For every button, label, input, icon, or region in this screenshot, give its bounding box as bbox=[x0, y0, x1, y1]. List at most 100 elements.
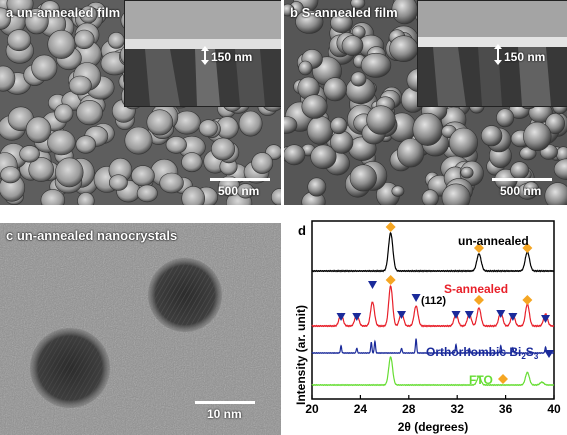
panel-b-scalebar bbox=[492, 178, 552, 181]
sem-grain bbox=[198, 119, 218, 137]
sem-grain bbox=[75, 135, 97, 154]
panel-b-title: b S-annealed film bbox=[290, 5, 398, 20]
fto-peak-diamond-marker bbox=[522, 295, 533, 305]
sem-grain bbox=[330, 130, 354, 154]
sem-grain bbox=[396, 138, 425, 168]
sem-grain bbox=[40, 189, 65, 205]
sem-grain bbox=[124, 126, 153, 155]
inset-b-graphic bbox=[418, 1, 567, 106]
fto-peak-diamond-marker bbox=[473, 295, 484, 305]
sem-grain bbox=[545, 113, 566, 135]
sem-grain bbox=[307, 177, 327, 197]
orthorhombic-series-label: Orthorhombic Bi2S3 bbox=[426, 345, 539, 361]
x-tick-label: 40 bbox=[547, 402, 561, 416]
ortho-legend-triangle bbox=[544, 350, 554, 358]
s-annealed-series-label: S-annealed bbox=[444, 282, 508, 296]
sem-grain bbox=[24, 8, 49, 35]
sem-grain bbox=[0, 166, 21, 184]
series-line-un-annealed bbox=[311, 231, 555, 273]
fto-peak-diamond-marker bbox=[473, 243, 484, 253]
sem-grain bbox=[441, 183, 471, 205]
sem-grain bbox=[7, 29, 32, 52]
sem-grain bbox=[310, 144, 337, 170]
panel-b-title-text: S-annealed film bbox=[301, 5, 398, 20]
sem-grain bbox=[181, 186, 205, 205]
sem-grain bbox=[146, 109, 174, 136]
panel-a-scalebar-label: 500 nm bbox=[218, 184, 260, 198]
panel-a-scalebar bbox=[210, 178, 270, 181]
sem-grain bbox=[130, 165, 155, 187]
bi2s3-peak-triangle-marker bbox=[508, 313, 518, 321]
fto-series-label: FTO bbox=[469, 373, 493, 387]
sem-grain bbox=[306, 115, 334, 145]
sem-grain bbox=[47, 129, 76, 156]
sem-grain bbox=[238, 110, 263, 137]
x-axis-label: 2θ (degrees) bbox=[398, 420, 469, 434]
sem-grain bbox=[330, 116, 348, 135]
panel-a-cross-section-inset: 150 nm bbox=[124, 0, 281, 107]
sem-grain bbox=[391, 185, 405, 197]
panel-b-sem-image: b S-annealed film 150 nm 500 nm bbox=[284, 0, 567, 205]
panel-b-cross-section-inset: 150 nm bbox=[417, 0, 567, 107]
sem-grain bbox=[136, 184, 158, 203]
bi2s3-peak-triangle-marker bbox=[464, 311, 474, 319]
bi2s3-peak-triangle-marker bbox=[352, 313, 362, 321]
panel-c-scalebar-label: 10 nm bbox=[207, 407, 242, 421]
sem-grain bbox=[55, 157, 84, 188]
panel-a-title-text: un-annealed film bbox=[16, 5, 121, 20]
sem-grain bbox=[460, 166, 474, 179]
y-axis-label: Intensity (ar. unit) bbox=[294, 305, 308, 405]
peak-112-label: (112) bbox=[421, 295, 446, 307]
x-tick-label: 28 bbox=[402, 402, 416, 416]
sem-grain bbox=[389, 35, 419, 63]
inset-a-graphic bbox=[125, 1, 281, 106]
sem-grain bbox=[251, 152, 274, 174]
sem-grain bbox=[181, 152, 203, 173]
plot-frame bbox=[311, 220, 555, 400]
panel-c-scalebar bbox=[195, 401, 255, 404]
sem-grain bbox=[74, 29, 95, 50]
ortho-prefix: Orthorhombic Bi bbox=[426, 345, 521, 359]
xrd-chart-svg: d Intensity (ar. unit) 2θ (degrees) 20 24… bbox=[294, 220, 561, 434]
fto-peak-diamond-marker bbox=[522, 243, 533, 253]
sem-grain bbox=[323, 77, 347, 102]
sem-grain bbox=[301, 94, 328, 119]
panel-b-letter: b bbox=[290, 5, 298, 20]
ortho-mid: S bbox=[526, 345, 534, 359]
sem-grain bbox=[496, 108, 515, 128]
sem-grain bbox=[480, 125, 503, 147]
sem-grain bbox=[350, 71, 367, 87]
bi2s3-peak-triangle-marker bbox=[397, 311, 407, 319]
sem-grain bbox=[284, 144, 306, 166]
sem-grain bbox=[284, 3, 295, 17]
panel-a-thickness-label: 150 nm bbox=[211, 50, 253, 64]
panel-d-letter: d bbox=[298, 223, 306, 238]
sem-grain bbox=[54, 103, 74, 123]
sem-grain bbox=[109, 174, 128, 191]
ortho-sub1: 2 bbox=[521, 352, 526, 361]
sem-grain bbox=[25, 116, 52, 144]
sem-grain bbox=[510, 161, 530, 180]
sem-grain bbox=[77, 192, 95, 205]
sem-grain bbox=[298, 60, 313, 76]
sem-grain bbox=[68, 75, 92, 96]
sem-grain bbox=[284, 116, 298, 134]
sem-grain bbox=[412, 112, 443, 146]
bi2s3-peak-triangle-marker bbox=[451, 311, 461, 319]
sem-grain bbox=[421, 189, 439, 205]
sem-grain bbox=[0, 65, 16, 92]
sem-grain bbox=[211, 137, 236, 161]
panel-b-thickness-label: 150 nm bbox=[504, 50, 546, 64]
panel-b-scalebar-label: 500 nm bbox=[500, 184, 542, 198]
sem-grain bbox=[330, 12, 353, 33]
panel-a-sem-image: a un-annealed film 150 nm 500 nm bbox=[0, 0, 281, 205]
x-tick-label: 36 bbox=[499, 402, 513, 416]
sem-grain bbox=[31, 54, 58, 82]
panel-a-title: a un-annealed film bbox=[6, 5, 120, 20]
fto-legend-diamond bbox=[498, 374, 508, 384]
ortho-sub2: 3 bbox=[534, 352, 539, 361]
sem-grain bbox=[366, 105, 396, 135]
sem-grain bbox=[28, 157, 55, 182]
panel-a-letter: a bbox=[6, 5, 14, 20]
sem-grain bbox=[350, 0, 366, 10]
